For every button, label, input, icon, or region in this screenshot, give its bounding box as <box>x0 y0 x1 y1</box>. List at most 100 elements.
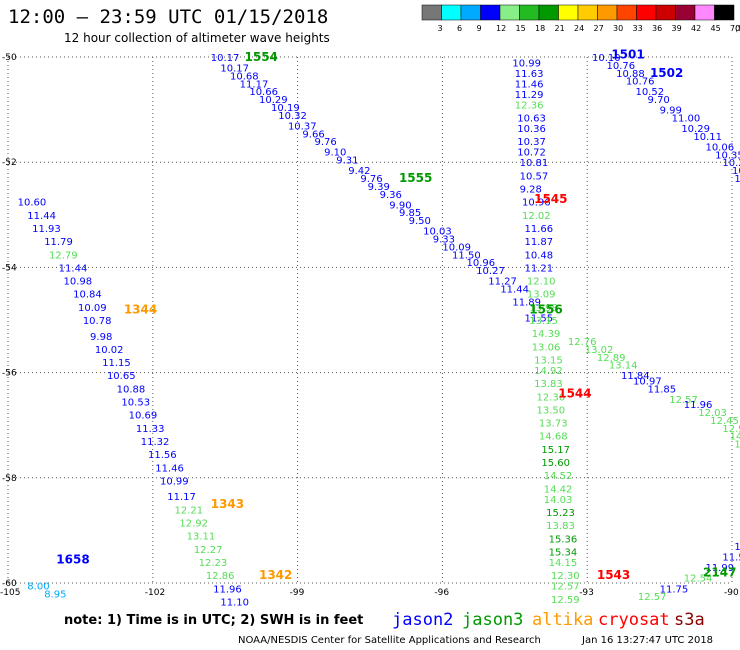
colorbar-swatch <box>421 4 442 21</box>
colorbar-swatch <box>577 4 598 21</box>
wave-height-value: 15.34 <box>549 547 578 558</box>
colorbar-label: 6 <box>457 24 462 33</box>
colorbar-label: (ft) <box>735 24 740 33</box>
wave-height-value: 14.00 <box>730 432 740 443</box>
colorbar-swatch <box>480 4 501 21</box>
wave-height-value: 10.16 <box>732 166 740 177</box>
wave-height-value: 9.36 <box>380 190 402 201</box>
wave-height-value: 9.66 <box>302 129 324 140</box>
wave-height-value: 15.36 <box>549 534 578 545</box>
wave-height-value: 12.03 <box>698 408 727 419</box>
wave-height-value: 10.88 <box>117 384 146 395</box>
colorbar-swatch <box>441 4 462 21</box>
wave-height-value: 13.50 <box>537 405 566 416</box>
wave-height-value: 10.37 <box>517 137 546 148</box>
wave-height-value: 10.96 <box>467 258 496 269</box>
wave-height-value: 13.98 <box>529 303 558 314</box>
lon-tick-label: -102 <box>145 588 165 598</box>
wave-height-value: 11.44 <box>27 211 56 222</box>
generated-timestamp: Jan 16 13:27:47 UTC 2018 <box>582 635 714 646</box>
pass-time-label: 1343 <box>211 497 244 511</box>
wave-height-value: 11.15 <box>102 358 131 369</box>
colorbar-swatch <box>460 4 481 21</box>
pass-time-label: 1545 <box>534 192 567 206</box>
wave-height-value: 8.00 <box>27 582 49 593</box>
wave-height-value: 10.60 <box>18 198 47 209</box>
wave-height-value: 11.56 <box>148 450 177 461</box>
wave-height-value: 10.37 <box>288 121 317 132</box>
legend-s3a: s3a <box>674 610 705 630</box>
wave-height-value: 12.36 <box>515 100 544 111</box>
wave-height-value: 15.60 <box>541 458 570 469</box>
wave-height-value: 13.02 <box>585 345 614 356</box>
lat-tick-label: -52 <box>2 158 17 168</box>
colorbar-label: 12 <box>496 24 506 33</box>
colorbar-swatch <box>499 4 520 21</box>
wave-height-value: 9.31 <box>336 156 358 167</box>
wave-height-value: 12.92 <box>179 519 208 530</box>
wave-height-value: 12.27 <box>194 545 223 556</box>
pass-time-label: 1501 <box>611 47 644 61</box>
wave-height-value: 9.33 <box>433 234 455 245</box>
colorbar-label: 27 <box>594 24 604 33</box>
wave-height-value: 12.94 <box>722 424 740 435</box>
wave-height-value: 12. <box>734 440 740 451</box>
wave-height-value: 10.30 <box>734 174 740 185</box>
wave-height-value: 9.28 <box>520 185 542 196</box>
wave-height-value: 11.63 <box>515 69 544 80</box>
wave-height-value: 14.68 <box>539 432 568 443</box>
wave-height-value: 10.29 <box>681 124 710 135</box>
wave-height-value: 14.42 <box>544 484 573 495</box>
colorbar-swatch <box>558 4 579 21</box>
wave-height-value: 10.09 <box>78 303 107 314</box>
wave-height-value: 10.99 <box>512 58 541 69</box>
colorbar-label: 33 <box>633 24 643 33</box>
wave-height-value: 10.84 <box>73 290 102 301</box>
pass-time-label: 1342 <box>259 568 292 582</box>
wave-height-value: 12.10 <box>527 277 556 288</box>
wave-height-value: 10.32 <box>278 111 307 122</box>
wave-height-value: 11.99 <box>705 563 734 574</box>
wave-height-value: 12.79 <box>49 250 78 261</box>
wave-height-value: 9.50 <box>409 216 431 227</box>
wave-height-value: 13.83 <box>546 521 575 532</box>
wave-height-value: 11.44 <box>500 284 529 295</box>
wave-height-value: 10.57 <box>520 171 549 182</box>
wave-height-value: 10.66 <box>249 87 278 98</box>
wave-height-value: 11.84 <box>621 371 650 382</box>
units-note: note: 1) Time is in UTC; 2) SWH is in fe… <box>64 613 364 628</box>
wave-height-value: 10.96 <box>522 198 551 209</box>
colorbar-swatch <box>675 4 696 21</box>
wave-height-value: 11.79 <box>44 237 73 248</box>
wave-height-value: 14.52 <box>544 471 573 482</box>
colorbar-swatch <box>694 4 715 21</box>
wave-height-value: 12.57 <box>638 592 667 603</box>
wave-height-value: 12.54 <box>684 574 713 585</box>
wave-height-value: 9.10 <box>324 148 346 159</box>
pass-time-label: 1554 <box>245 50 278 64</box>
wave-height-value: 11.96 <box>684 400 713 411</box>
colorbar-label: 21 <box>555 24 565 33</box>
wave-height-value: 11.21 <box>524 263 553 274</box>
page-subtitle: 12 hour collection of altimeter wave hei… <box>64 31 330 45</box>
pass-time-label: 1556 <box>529 302 562 316</box>
wave-height-value: 10.36 <box>517 124 546 135</box>
lon-tick-label: -99 <box>290 588 305 598</box>
wave-height-value: 11.75 <box>660 584 689 595</box>
pass-time-label: 1543 <box>597 568 630 582</box>
colorbar-swatch <box>519 4 540 21</box>
wave-height-value: 13.11 <box>187 532 216 543</box>
colorbar-swatch <box>655 4 676 21</box>
wave-height-value: 10.69 <box>129 411 158 422</box>
wave-height-value: 12.86 <box>206 571 235 582</box>
wave-height-value: 10.02 <box>95 345 124 356</box>
wave-height-value: 15.17 <box>541 445 570 456</box>
lat-tick-label: -54 <box>2 263 17 273</box>
wave-height-value: 14.15 <box>549 558 578 569</box>
lat-tick-label: -60 <box>2 579 17 589</box>
wave-height-value: 11.46 <box>155 463 184 474</box>
pass-time-label: 1658 <box>56 552 89 566</box>
wave-height-value: 10.17 <box>211 53 240 64</box>
